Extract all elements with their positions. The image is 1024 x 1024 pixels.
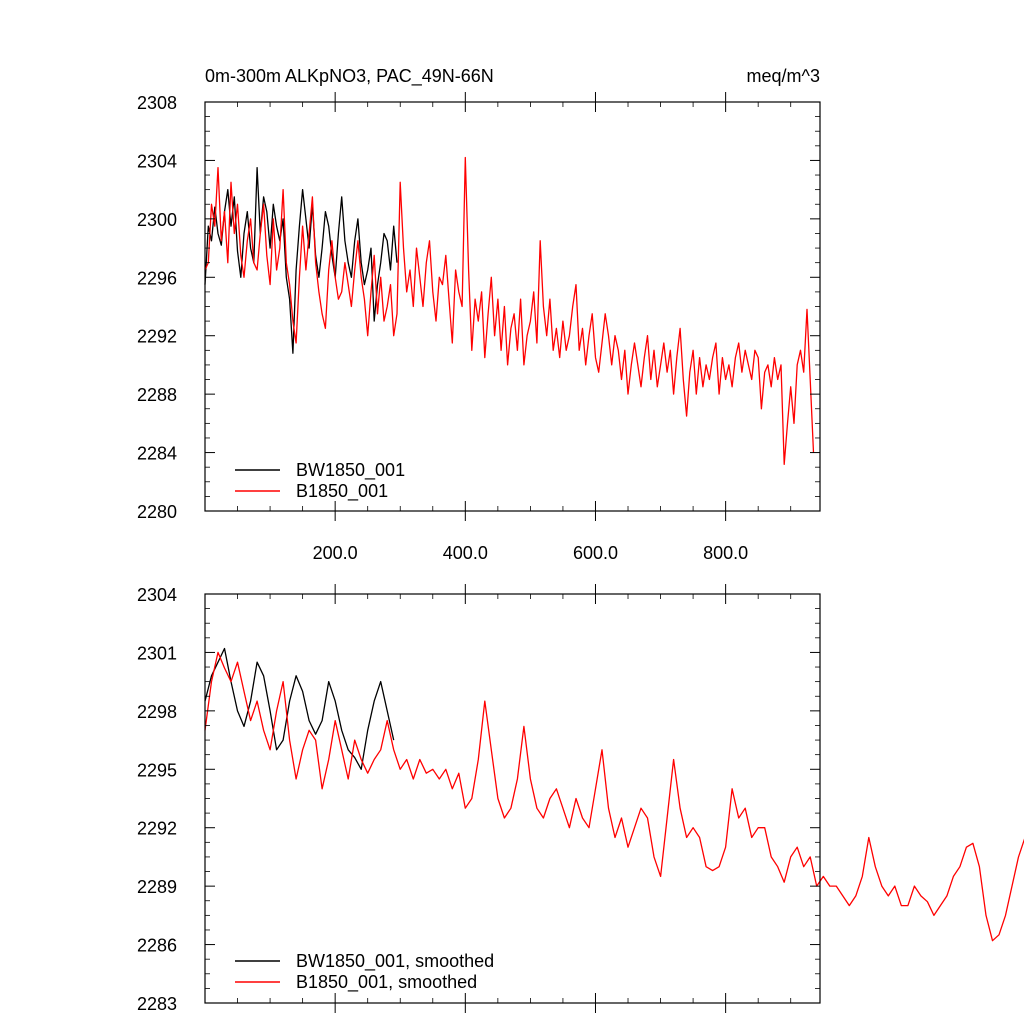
top-x-tick-label: 600.0 xyxy=(573,543,618,563)
bottom-y-tick-label: 2298 xyxy=(137,702,177,722)
bottom-series-line-1 xyxy=(204,651,1024,942)
top-y-tick-label: 2308 xyxy=(137,93,177,113)
top-x-tick-label: 200.0 xyxy=(313,543,358,563)
top-y-tick-label: 2288 xyxy=(137,385,177,405)
bottom-y-tick-label: 2295 xyxy=(137,760,177,780)
top-series-line-1 xyxy=(204,156,815,465)
top-y-tick-label: 2292 xyxy=(137,327,177,347)
bottom-y-tick-label: 2286 xyxy=(137,936,177,956)
top-x-tick-label: 800.0 xyxy=(703,543,748,563)
top-series-line-0 xyxy=(204,167,398,354)
bottom-series-group xyxy=(204,647,1024,942)
top-x-tick-label: 400.0 xyxy=(443,543,488,563)
bottom-y-tick-label: 2301 xyxy=(137,643,177,663)
top-series-group xyxy=(204,156,815,465)
top-legend: BW1850_001 B1850_001 xyxy=(235,460,405,502)
top-y-tick-label: 2304 xyxy=(137,151,177,171)
top-y-tick-label: 2280 xyxy=(137,502,177,522)
bottom-y-tick-label: 2283 xyxy=(137,994,177,1014)
bottom-legend-label-b: B1850_001, smoothed xyxy=(296,972,477,993)
top-legend-label-b: B1850_001 xyxy=(296,481,388,502)
top-y-tick-label: 2296 xyxy=(137,268,177,288)
bottom-panel: 2283 2286 2289 2292 2295 2298 2301 2304 BW1850_… xyxy=(137,584,1024,1014)
top-axis-ticks: 2280 2284 2288 2292 2296 2300 2304 2308 200.0 400… xyxy=(137,92,820,563)
top-plot-frame xyxy=(204,101,821,512)
bottom-y-tick-label: 2289 xyxy=(137,877,177,897)
top-chart-units: meq/m^3 xyxy=(747,66,820,86)
bottom-axis-ticks: 2283 2286 2289 2292 2295 2298 2301 2304 xyxy=(137,584,820,1014)
bottom-y-tick-label: 2304 xyxy=(137,585,177,605)
bottom-legend: BW1850_001, smoothed B1850_001, smoothed xyxy=(235,951,494,993)
top-chart-title: 0m-300m ALKpNO3, PAC_49N-66N xyxy=(205,66,494,87)
top-y-tick-label: 2284 xyxy=(137,444,177,464)
bottom-y-tick-label: 2292 xyxy=(137,819,177,839)
top-panel: 0m-300m ALKpNO3, PAC_49N-66N meq/m^3 228… xyxy=(137,66,821,563)
top-legend-label-bw: BW1850_001 xyxy=(296,460,405,481)
bottom-series-line-0 xyxy=(204,647,395,770)
top-y-tick-label: 2300 xyxy=(137,210,177,230)
bottom-legend-label-bw: BW1850_001, smoothed xyxy=(296,951,494,972)
